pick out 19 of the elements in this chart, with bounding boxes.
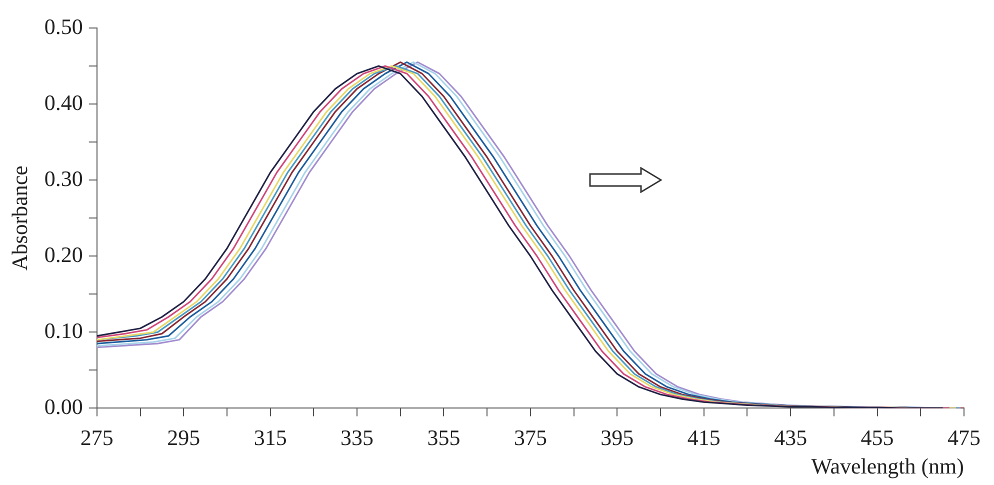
x-tick-label: 395 [600,425,634,450]
y-tick-label: 0.30 [44,166,83,191]
y-tick-label: 0.00 [44,394,83,419]
x-tick-label: 315 [254,425,287,450]
y-tick-label: 0.40 [44,90,83,115]
y-axis-title: Absorbance [6,166,32,271]
x-tick-label: 355 [427,425,460,450]
x-tick-label: 435 [774,425,808,450]
x-tick-label: 455 [860,425,894,450]
x-axis-title: Wavelength (nm) [811,454,964,479]
x-tick-label: 335 [340,425,374,450]
y-tick-label: 0.10 [44,318,83,343]
x-tick-label: 375 [514,425,547,450]
x-tick-label: 475 [948,425,980,450]
x-tick-label: 415 [687,425,720,450]
x-tick-label: 275 [80,425,114,450]
y-tick-label: 0.50 [44,14,83,39]
y-tick-label: 0.20 [44,242,83,267]
x-tick-label: 295 [167,425,200,450]
